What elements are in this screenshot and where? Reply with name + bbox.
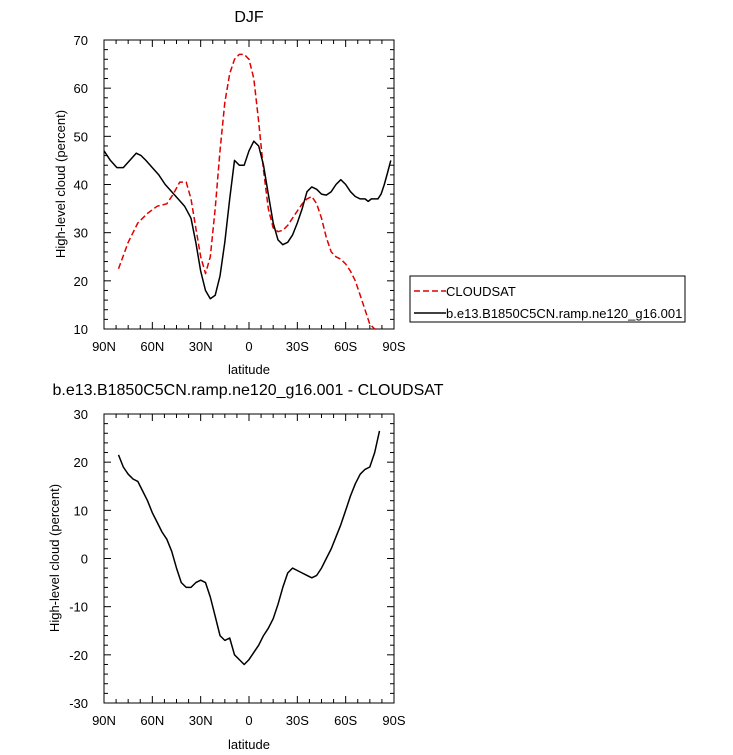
bottom-x-tick-label: 90S [382,713,405,728]
bottom-y-axis-label: High-level cloud (percent) [47,484,62,632]
bottom-y-tick-label: -30 [69,696,88,711]
legend: CLOUDSAT b.e13.B1850C5CN.ramp.ne120_g16.… [409,275,686,323]
top-x-tick-label: 30S [286,339,309,354]
top-y-tick-label: 60 [74,81,88,96]
bottom-x-tick-label: 30N [189,713,213,728]
top-x-tick-label: 60S [334,339,357,354]
top-ticks: 90N 60N 30N 0 30S 60S 90S 10 20 30 40 50 60 70 [74,33,406,354]
bottom-y-tick-label: 30 [74,407,88,422]
top-series-line-cloudsat [117,53,380,330]
bottom-chart-title: b.e13.B1850C5CN.ramp.ne120_g16.001 - CLO… [52,382,443,399]
bottom-x-axis-label: latitude [228,737,270,752]
top-x-tick-label: 30N [189,339,213,354]
bottom-x-tick-label: 90N [92,713,116,728]
bottom-panel: b.e13.B1850C5CN.ramp.ne120_g16.001 - CLO… [47,382,444,752]
top-chart-title: DJF [234,9,264,26]
top-y-axis-label: High-level cloud (percent) [53,110,68,258]
top-plot-frame [103,39,395,330]
top-x-axis-label: latitude [228,362,270,377]
top-panel: DJF 90N 60N 30N 0 30S 60S 90S 10 20 30 40 50 60 70 la… [53,9,406,377]
top-y-tick-label: 40 [74,178,88,193]
top-x-tick-label: 90S [382,339,405,354]
top-series-line-model [103,140,392,300]
bottom-x-tick-label: 60N [140,713,164,728]
top-series [103,53,392,330]
bottom-y-tick-label: -10 [69,600,88,615]
top-x-tick-label: 90N [92,339,116,354]
top-y-tick-label: 20 [74,274,88,289]
top-y-tick-label: 10 [74,322,88,337]
legend-label-cloudsat: CLOUDSAT [446,284,516,299]
top-y-tick-label: 50 [74,129,88,144]
legend-box [409,275,686,323]
bottom-y-tick-label: 10 [74,503,88,518]
bottom-x-tick-label: 30S [286,713,309,728]
bottom-y-tick-label: -20 [69,648,88,663]
legend-label-model: b.e13.B1850C5CN.ramp.ne120_g16.001 [446,306,682,321]
top-x-tick-label: 60N [140,339,164,354]
top-y-tick-label: 30 [74,226,88,241]
bottom-series-line-difference [117,430,381,666]
bottom-y-tick-label: 20 [74,455,88,470]
bottom-y-tick-label: 0 [81,552,88,567]
bottom-x-tick-label: 60S [334,713,357,728]
bottom-x-tick-label: 0 [245,713,252,728]
bottom-series [117,430,381,666]
top-y-tick-label: 70 [74,33,88,48]
bottom-ticks: 90N 60N 30N 0 30S 60S 90S -30 -20 -10 0 10 20 30 [69,407,406,728]
top-x-tick-label: 0 [245,339,252,354]
